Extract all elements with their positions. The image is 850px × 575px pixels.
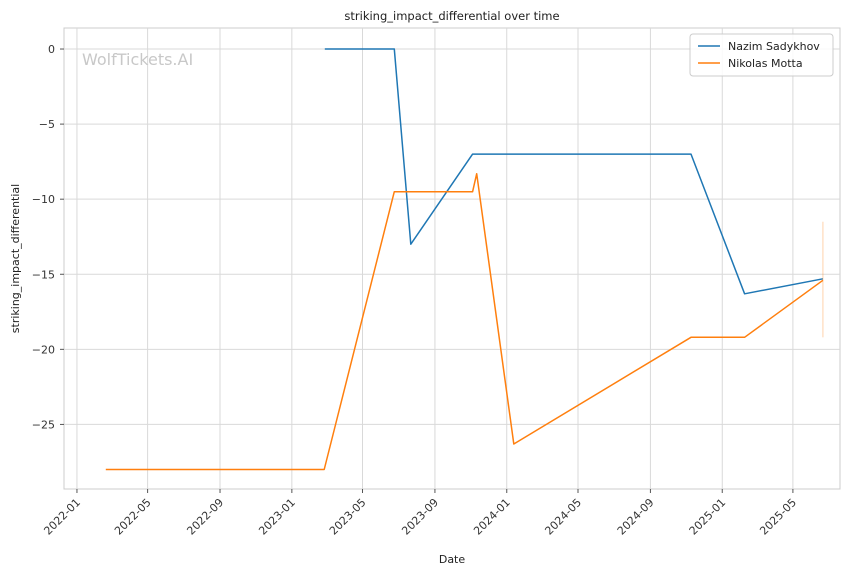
watermark: WolfTickets.AI bbox=[82, 50, 193, 69]
series-line-nazim-sadykhov bbox=[324, 48, 824, 295]
x-tick-label: 2025-01 bbox=[687, 496, 729, 538]
legend-label-nikolas-motta: Nikolas Motta bbox=[728, 57, 803, 70]
y-axis-label: striking_impact_differential bbox=[9, 184, 22, 333]
y-tick-label: −25 bbox=[32, 418, 55, 431]
x-tick-label: 2024-09 bbox=[615, 496, 657, 538]
y-tick-label: 0 bbox=[48, 43, 55, 56]
legend-label-nazim-sadykhov: Nazim Sadykhov bbox=[728, 40, 820, 53]
x-axis-ticks: 2022-01 2022-05 2022-09 2023-01 2023-05 2023-… bbox=[41, 489, 799, 538]
y-tick-label: −10 bbox=[32, 193, 55, 206]
x-tick-label: 2022-09 bbox=[184, 496, 226, 538]
x-tick-label: 2022-01 bbox=[41, 496, 83, 538]
grid-lines bbox=[64, 28, 840, 489]
x-tick-label: 2023-01 bbox=[256, 496, 298, 538]
y-tick-label: −5 bbox=[39, 118, 55, 131]
x-tick-label: 2023-05 bbox=[327, 496, 369, 538]
y-axis-ticks: 0 −5 −10 −15 −20 −25 bbox=[32, 43, 64, 431]
series-line-nikolas-motta bbox=[105, 172, 824, 471]
x-tick-label: 2024-01 bbox=[471, 496, 513, 538]
y-tick-label: −15 bbox=[32, 268, 55, 281]
chart-title: striking_impact_differential over time bbox=[344, 9, 559, 23]
x-tick-label: 2025-05 bbox=[757, 496, 799, 538]
series-layer bbox=[105, 48, 824, 471]
x-axis-label: Date bbox=[439, 553, 466, 566]
x-tick-label: 2024-05 bbox=[542, 496, 584, 538]
x-tick-label: 2022-05 bbox=[112, 496, 154, 538]
legend: Nazim Sadykhov Nikolas Motta bbox=[689, 33, 834, 77]
legend-box bbox=[689, 33, 834, 77]
plot-area bbox=[63, 27, 841, 490]
x-tick-label: 2023-09 bbox=[399, 496, 441, 538]
y-tick-label: −20 bbox=[32, 343, 55, 356]
